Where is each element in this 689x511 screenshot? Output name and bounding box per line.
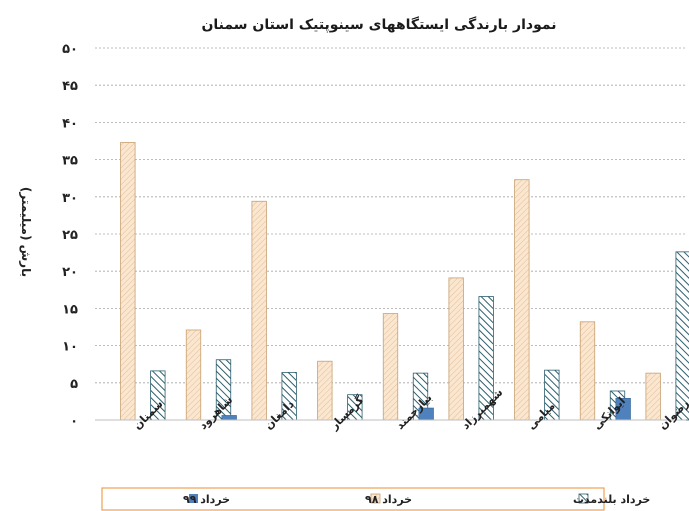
y-tick-label: ۰ <box>70 414 78 429</box>
chart-title: نمودار بارندگی ایستگاههای سینوپتیک استان… <box>201 16 556 33</box>
y-tick-label: ۵۰ <box>62 42 78 57</box>
bar-series-2-5 <box>382 313 399 421</box>
bar-series-2-1 <box>120 142 136 421</box>
legend-label-series-3: خرداد بلندمدت <box>573 493 650 506</box>
bar-series-1-3 <box>221 415 237 421</box>
legend-swatch-series-2 <box>370 493 381 504</box>
y-tick-label: ۲۰ <box>62 265 78 280</box>
y-axis-ticks: ۰ ۵ ۱۰ ۱۵ ۲۰ ۲۵ ۳۰ ۳۵ ۴۰ ۴۵ ۵۰ <box>62 42 78 429</box>
legend-swatch-series-1 <box>189 494 198 503</box>
y-axis-label: بارش (میلیمتر) <box>19 187 33 277</box>
y-tick-label: ۴۰ <box>62 116 78 131</box>
y-tick-label: ۱۰ <box>62 340 78 355</box>
legend-label-series-1: خرداد ۹۹ <box>183 493 230 506</box>
y-tick-label: ۵ <box>70 377 78 392</box>
y-tick-label: ۱۵ <box>62 302 78 317</box>
legend-swatch-series-3 <box>578 493 589 504</box>
bar-series-2-9 <box>645 372 661 421</box>
bar-series-2-2 <box>185 329 202 421</box>
y-tick-label: ۳۵ <box>62 154 78 169</box>
y-tick-label: ۲۵ <box>62 228 78 243</box>
legend: خرداد بلندمدت خرداد ۹۸ خرداد ۹۹ <box>101 487 650 511</box>
bars <box>120 142 689 421</box>
x-axis-ticks: سمنان شاهرود دامغان گرمسار بیارجمند شهمیرزاد م… <box>131 386 689 433</box>
bar-series-2-4 <box>317 360 333 421</box>
legend-box <box>101 487 605 511</box>
y-tick-label: ۴۵ <box>62 79 78 94</box>
bar-series-2-8 <box>579 321 596 421</box>
legend-label-series-2: خرداد ۹۸ <box>365 493 412 506</box>
bar-series-2-6 <box>448 277 464 421</box>
y-tick-label: ۳۰ <box>62 191 78 206</box>
bar-series-2-3 <box>251 200 267 421</box>
bar-series-3-9 <box>675 251 689 421</box>
bar-series-2-7 <box>514 179 530 421</box>
